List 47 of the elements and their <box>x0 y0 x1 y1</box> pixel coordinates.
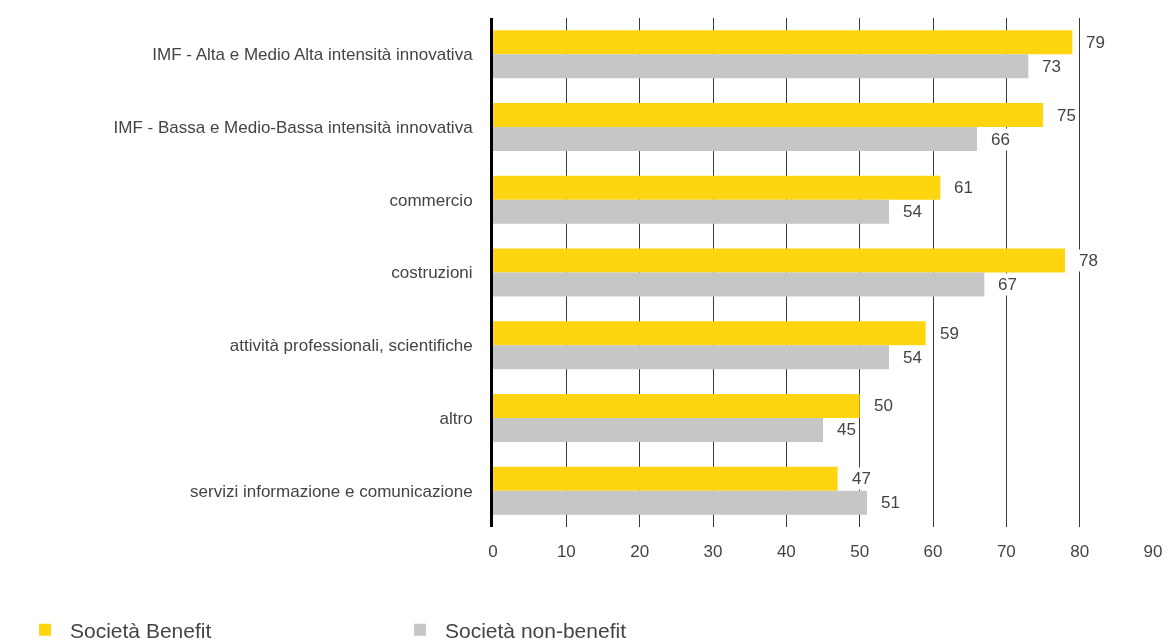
data-label: 66 <box>991 130 1010 149</box>
data-label: 50 <box>874 396 893 415</box>
data-label: 61 <box>954 178 973 197</box>
x-tick-label: 70 <box>996 542 1016 561</box>
bar <box>493 199 889 224</box>
data-label: 59 <box>940 324 959 343</box>
bar <box>493 466 838 491</box>
bar <box>493 175 941 200</box>
data-label: 79 <box>1086 33 1105 52</box>
bar <box>493 345 889 370</box>
y-tick-label: altro <box>439 408 473 428</box>
bar <box>493 393 860 418</box>
bar <box>493 30 1073 55</box>
data-label: 78 <box>1079 251 1098 270</box>
legend-label: Società non-benefit <box>445 618 627 642</box>
bar <box>493 417 823 442</box>
bar <box>493 54 1029 79</box>
y-tick-label: commercio <box>389 190 473 210</box>
data-label: 75 <box>1057 106 1076 125</box>
data-label: 73 <box>1042 57 1061 76</box>
bar <box>493 127 977 152</box>
x-tick-label: 20 <box>630 542 650 561</box>
bar <box>493 103 1043 128</box>
bar <box>493 248 1065 273</box>
data-label: 54 <box>903 202 922 221</box>
x-tick-label: 10 <box>556 542 576 561</box>
legend-label: Società Benefit <box>70 618 212 642</box>
bar <box>493 490 867 515</box>
bar <box>493 272 985 297</box>
x-tick-label: 80 <box>1070 542 1090 561</box>
x-tick-label: 30 <box>703 542 723 561</box>
y-tick-label: attività professionali, scientifiche <box>229 336 473 356</box>
data-label: 47 <box>852 469 871 488</box>
bar <box>493 321 926 346</box>
y-tick-label: IMF - Bassa e Medio-Bassa intensità innovativa <box>113 118 474 138</box>
data-label: 45 <box>837 420 856 439</box>
x-tick-label: 60 <box>923 542 943 561</box>
data-label: 54 <box>903 348 922 367</box>
data-label: 67 <box>998 275 1017 294</box>
y-tick-label: IMF - Alta e Medio Alta intensità innovativa <box>152 45 474 65</box>
x-tick-label: 40 <box>776 542 796 561</box>
y-tick-label: servizi informazione e comunicazione <box>190 481 473 501</box>
x-tick-label: 90 <box>1143 542 1163 561</box>
data-label: 51 <box>881 493 900 512</box>
y-tick-label: costruzioni <box>391 263 473 283</box>
x-tick-label: 0 <box>488 542 498 561</box>
x-tick-label: 50 <box>850 542 870 561</box>
